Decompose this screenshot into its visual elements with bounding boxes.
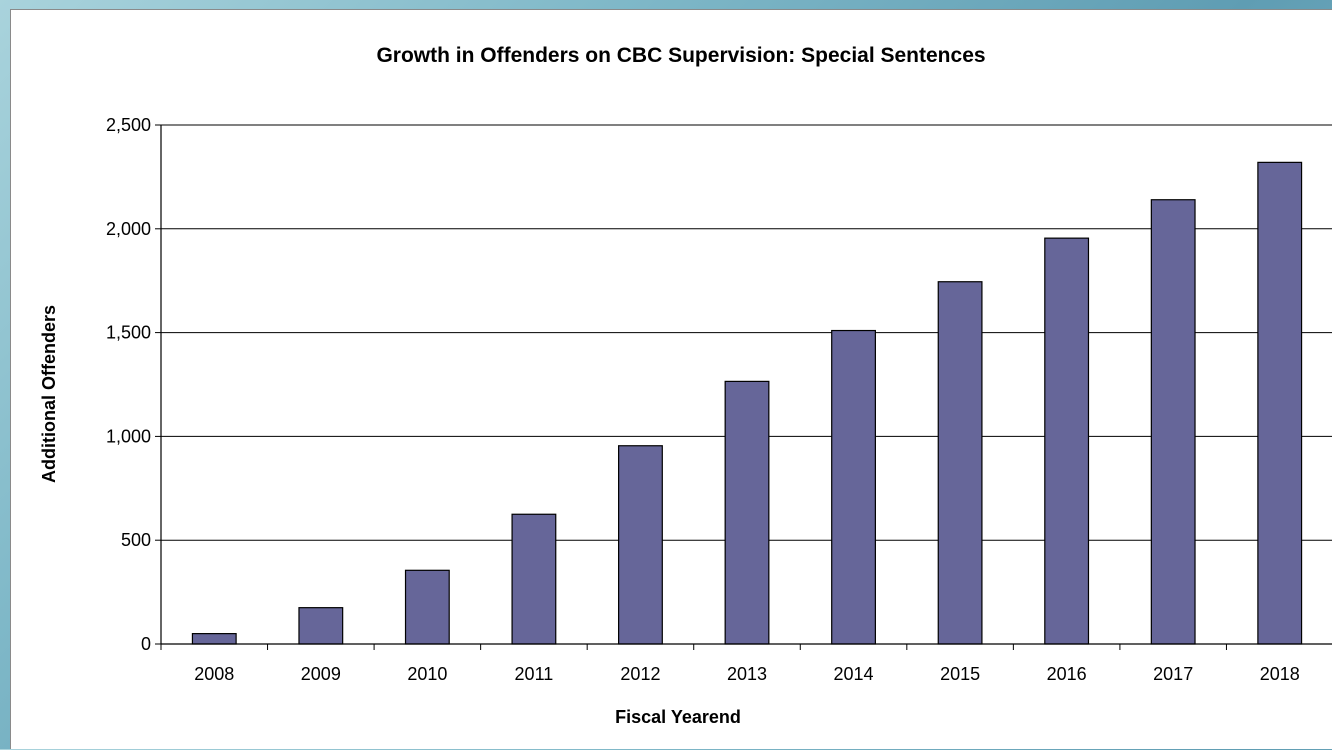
gridlines xyxy=(161,124,1332,541)
bar-2009 xyxy=(298,607,344,645)
bar-2008 xyxy=(191,633,237,645)
bar-2011 xyxy=(511,513,557,645)
y-tick-label: 1,500 xyxy=(106,323,151,343)
x-tick-label: 2010 xyxy=(407,664,447,684)
bars xyxy=(191,161,1303,645)
bar-2016 xyxy=(1044,237,1090,645)
y-tick-labels: 0 500 1,000 1,500 2,000 2,500 xyxy=(106,115,151,654)
y-tick-label: 1,000 xyxy=(106,426,151,446)
x-tick-label: 2008 xyxy=(194,664,234,684)
bar-2010 xyxy=(404,569,450,645)
bar-2012 xyxy=(618,445,663,645)
y-tick-label: 2,000 xyxy=(106,219,151,239)
x-tick-label: 2017 xyxy=(1153,664,1193,684)
bar-2017 xyxy=(1150,199,1196,645)
y-tick-label: 0 xyxy=(141,634,151,654)
x-tick-label: 2018 xyxy=(1260,664,1300,684)
x-tick-label: 2011 xyxy=(515,664,554,684)
chart-frame: Growth in Offenders on CBC Supervision: … xyxy=(10,9,1332,749)
chart-title: Growth in Offenders on CBC Supervision: … xyxy=(376,44,985,67)
bar-2015 xyxy=(937,281,983,645)
bar-chart: Growth in Offenders on CBC Supervision: … xyxy=(39,44,1332,727)
bar-2018 xyxy=(1257,161,1303,645)
x-tick-labels: 2008 2009 2010 2011 2012 2013 2014 2015 2016 2017… xyxy=(194,664,1300,684)
x-tick-label: 2009 xyxy=(301,664,341,684)
bar-2014 xyxy=(831,329,876,645)
axes xyxy=(155,124,1332,650)
bar-2013 xyxy=(724,380,770,645)
x-tick-label: 2016 xyxy=(1047,664,1087,684)
y-axis-label: Additional Offenders xyxy=(39,305,59,483)
x-tick-label: 2012 xyxy=(620,664,660,684)
x-tick-label: 2015 xyxy=(940,664,980,684)
x-tick-label: 2013 xyxy=(727,664,767,684)
y-tick-label: 500 xyxy=(121,530,151,550)
y-tick-label: 2,500 xyxy=(106,115,151,135)
x-tick-label: 2014 xyxy=(834,664,874,684)
x-axis-label: Fiscal Yearend xyxy=(615,707,741,727)
